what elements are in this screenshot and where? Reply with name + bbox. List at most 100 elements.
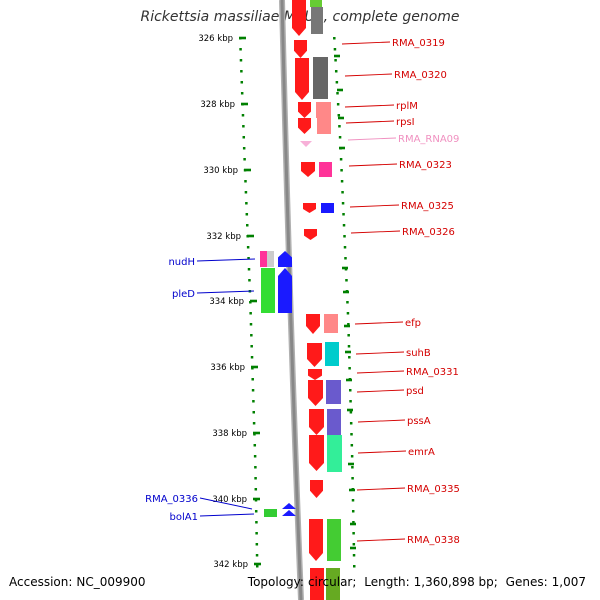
accession-label: Accession: [9,575,73,589]
gene-label: RMA_0338 [407,535,460,546]
topology-value: circular; [307,575,357,589]
scale-dot [250,334,253,337]
gene-label-line [196,258,256,262]
scale-dot [346,301,349,304]
cds-arrow [307,343,322,367]
cds-color-box [317,118,331,134]
scale-tick [346,378,352,382]
scale-dot [247,268,251,271]
scale-dot [347,345,351,348]
scale-tick [347,408,353,412]
scale-dot [256,565,259,568]
gene-label-line [344,104,395,108]
scale-dot [348,367,351,370]
scale-tick [253,431,260,435]
scale-dot [333,48,337,51]
scale-dot [251,389,255,392]
scale-dot [353,565,356,568]
scale-dot [254,477,257,480]
scale-dot [254,510,258,513]
scale-dot [350,444,354,447]
scale-tick-label: 338 kbp [212,429,247,439]
gene-label-line [344,73,393,77]
cds-color-box [325,342,339,366]
cds-arrow-reverse [278,268,292,313]
cds-arrow-reverse [278,251,292,267]
cds-color-box [319,162,332,177]
scale-dot [252,422,256,425]
scale-dot [337,114,341,117]
cds-arrow [298,118,311,134]
scale-dot [351,499,355,502]
cds-color-box [264,509,277,517]
gene-label-line [350,230,401,234]
scale-dot [350,455,354,458]
scale-dot [248,279,251,282]
scale-tick [350,546,356,550]
scale-dot [251,378,254,381]
cds-color-box [327,409,341,435]
scale-tick-label: 328 kbp [200,100,235,110]
scale-tick [348,462,354,466]
scale-tick [338,116,344,120]
gene-label: RMA_0325 [401,201,454,212]
gene-label-line [356,370,405,374]
scale-tick [350,522,356,526]
accession-value: NC_009900 [76,575,146,589]
scale-dot [342,224,346,227]
scale-dot [333,37,336,40]
gene-label: RMA_0336 [145,494,198,505]
scale-dot [340,169,343,172]
scale-dot [352,554,356,557]
cds-color-box [261,268,275,313]
gene-label: pleD [172,289,195,300]
scale-dot [345,279,348,282]
scale-dot [352,543,356,546]
gene-label-line [349,204,400,208]
gene-label-line [196,290,255,294]
cds-color-box [311,7,323,34]
gene-label: nudH [168,257,195,268]
cds-arrow [309,519,323,561]
scale-dot [242,147,246,150]
scale-ticks: 326 kbp 328 kbp 330 kbp 332 kbp 334 kbp 336 k… [198,34,356,570]
scale-tick [251,365,258,369]
scale-dot [343,235,346,238]
gene-label-line [356,487,406,491]
scale-tick [241,102,248,106]
scale-tick-label: 336 kbp [210,363,245,373]
scale-tick-label: 340 kbp [212,495,247,505]
scale-dot [243,158,246,161]
scale-tick [342,266,348,270]
scale-tick [239,36,246,40]
scale-tick-label: 342 kbp [213,560,248,570]
scale-dot [254,466,257,469]
scale-dot [240,92,244,95]
cds-arrow [308,369,322,380]
cds-arrow [310,568,324,600]
cds-arrow [310,480,323,498]
scale-dot [336,103,340,106]
scale-dot [247,257,250,260]
length-label: Length: [364,575,410,589]
gene-label: suhB [406,348,431,359]
scale-tick [253,497,260,501]
cds-arrow [295,58,309,100]
gene-label: pssA [407,416,431,427]
gene-label: RMA_RNA09 [398,134,459,145]
scale-dot [239,59,243,62]
gene-label-line [356,538,406,542]
cds-arrow [306,314,320,334]
cds-color-box [324,314,338,333]
scale-dot [242,136,246,139]
scale-dot [339,158,343,161]
accession-info: Accession: NC_009900 [9,575,150,589]
genes-value: 1,007 [551,575,586,589]
gene-label: RMA_0335 [407,484,460,495]
gene-label-line [345,120,395,124]
gene-label: efp [405,318,421,329]
cds-arrow [304,229,317,240]
gene-label: rpsI [396,117,415,128]
gene-label: RMA_0320 [394,70,447,81]
scale-dot [336,92,339,95]
